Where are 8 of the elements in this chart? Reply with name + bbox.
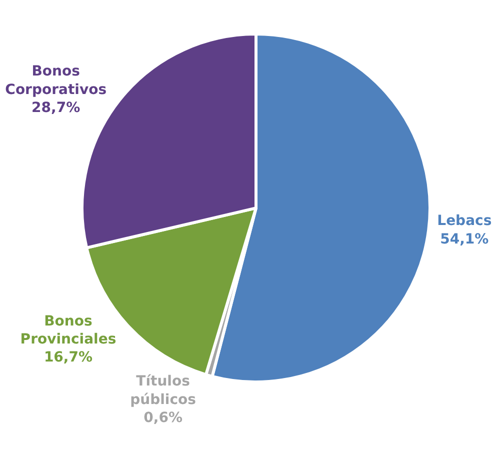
data-label: 28,7%: [32, 100, 80, 116]
slice-label: Lebacs: [437, 213, 492, 230]
slice-label: Bonos Corporativos: [5, 64, 107, 98]
slice-label: Bonos Provinciales: [20, 313, 116, 348]
slice-label: Títulos públicos: [130, 374, 196, 408]
data-label: 0,6%: [144, 410, 182, 426]
data-label: 54,1%: [440, 231, 489, 248]
data-label: 16,7%: [44, 350, 93, 366]
